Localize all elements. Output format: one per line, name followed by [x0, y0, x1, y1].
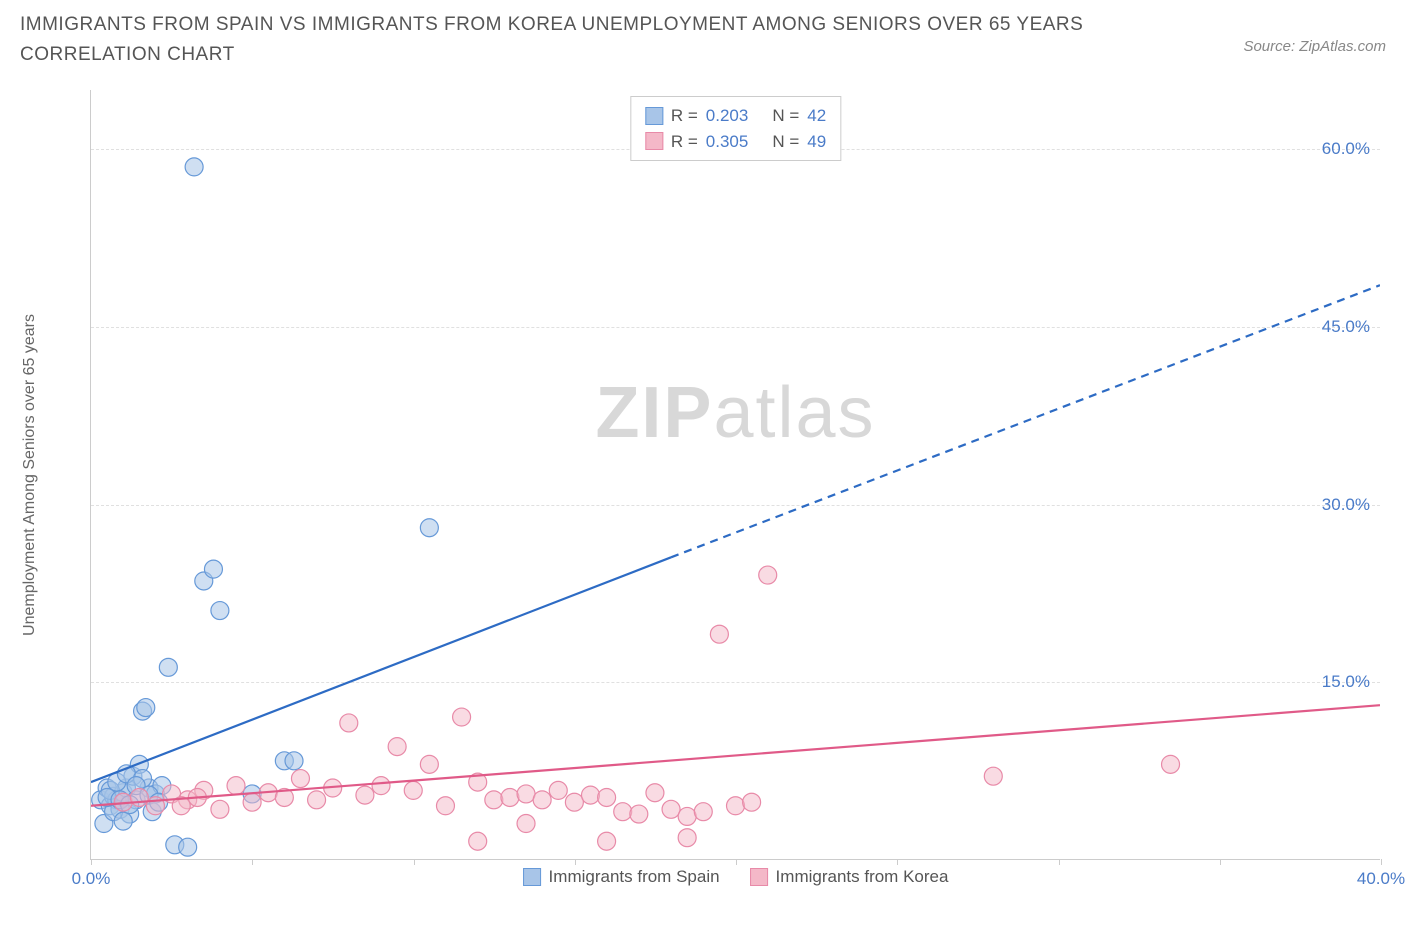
x-tick: [1220, 859, 1221, 865]
scatter-point: [598, 832, 616, 850]
x-tick: [897, 859, 898, 865]
legend-stats: R = 0.203 N = 42 R = 0.305 N = 49: [630, 96, 841, 161]
legend-n-label: N =: [772, 103, 799, 129]
scatter-point: [130, 788, 148, 806]
scatter-point: [436, 797, 454, 815]
x-tick: [414, 859, 415, 865]
x-tick: [252, 859, 253, 865]
scatter-point: [743, 793, 761, 811]
scatter-point: [243, 793, 261, 811]
scatter-point: [137, 699, 155, 717]
scatter-point: [453, 708, 471, 726]
y-axis-label: Unemployment Among Seniors over 65 years: [21, 314, 39, 636]
scatter-point: [984, 767, 1002, 785]
chart-container: Unemployment Among Seniors over 65 years…: [60, 90, 1390, 890]
plot-area: ZIPatlas 15.0%30.0%45.0%60.0%0.0%40.0% R…: [90, 90, 1380, 860]
scatter-point: [517, 785, 535, 803]
legend-swatch: [645, 107, 663, 125]
scatter-point: [114, 812, 132, 830]
scatter-point: [388, 738, 406, 756]
scatter-point: [227, 777, 245, 795]
scatter-point: [565, 793, 583, 811]
scatter-point: [356, 786, 374, 804]
scatter-point: [185, 158, 203, 176]
x-tick: [1059, 859, 1060, 865]
scatter-point: [598, 788, 616, 806]
legend-series-label: Immigrants from Korea: [776, 867, 949, 887]
scatter-point: [646, 784, 664, 802]
scatter-point: [710, 625, 728, 643]
scatter-point: [614, 803, 632, 821]
scatter-point: [517, 815, 535, 833]
scatter-point: [159, 658, 177, 676]
legend-r-label: R =: [671, 129, 698, 155]
scatter-point: [678, 829, 696, 847]
scatter-point: [420, 519, 438, 537]
scatter-point: [759, 566, 777, 584]
x-tick-label: 40.0%: [1357, 869, 1405, 889]
scatter-point: [581, 786, 599, 804]
legend-series: Immigrants from Spain Immigrants from Ko…: [523, 867, 949, 887]
legend-swatch: [750, 868, 768, 886]
chart-title: IMMIGRANTS FROM SPAIN VS IMMIGRANTS FROM…: [20, 10, 1120, 71]
scatter-point: [533, 791, 551, 809]
scatter-point: [285, 752, 303, 770]
scatter-point: [662, 800, 680, 818]
scatter-point: [469, 832, 487, 850]
plot-svg: [91, 90, 1380, 859]
scatter-point: [420, 755, 438, 773]
legend-swatch: [523, 868, 541, 886]
x-tick: [1381, 859, 1382, 865]
trend-line-dashed: [671, 285, 1380, 557]
scatter-point: [372, 777, 390, 795]
scatter-point: [727, 797, 745, 815]
legend-r-value: 0.203: [706, 103, 749, 129]
scatter-point: [549, 781, 567, 799]
legend-stats-row: R = 0.305 N = 49: [645, 129, 826, 155]
x-tick: [736, 859, 737, 865]
x-tick: [575, 859, 576, 865]
scatter-point: [308, 791, 326, 809]
legend-swatch: [645, 132, 663, 150]
legend-n-label: N =: [772, 129, 799, 155]
scatter-point: [501, 788, 519, 806]
legend-n-value: 49: [807, 129, 826, 155]
scatter-point: [1162, 755, 1180, 773]
scatter-point: [211, 602, 229, 620]
source-label: Source: ZipAtlas.com: [1243, 38, 1386, 55]
scatter-point: [340, 714, 358, 732]
scatter-point: [678, 807, 696, 825]
legend-r-label: R =: [671, 103, 698, 129]
scatter-point: [291, 770, 309, 788]
x-tick: [91, 859, 92, 865]
x-tick-label: 0.0%: [72, 869, 111, 889]
scatter-point: [404, 781, 422, 799]
scatter-point: [211, 800, 229, 818]
legend-series-label: Immigrants from Spain: [549, 867, 720, 887]
legend-series-item: Immigrants from Korea: [750, 867, 949, 887]
scatter-point: [485, 791, 503, 809]
scatter-point: [179, 838, 197, 856]
legend-r-value: 0.305: [706, 129, 749, 155]
scatter-point: [694, 803, 712, 821]
scatter-point: [204, 560, 222, 578]
trend-line-solid: [91, 557, 671, 782]
legend-stats-row: R = 0.203 N = 42: [645, 103, 826, 129]
scatter-point: [630, 805, 648, 823]
legend-series-item: Immigrants from Spain: [523, 867, 720, 887]
legend-n-value: 42: [807, 103, 826, 129]
